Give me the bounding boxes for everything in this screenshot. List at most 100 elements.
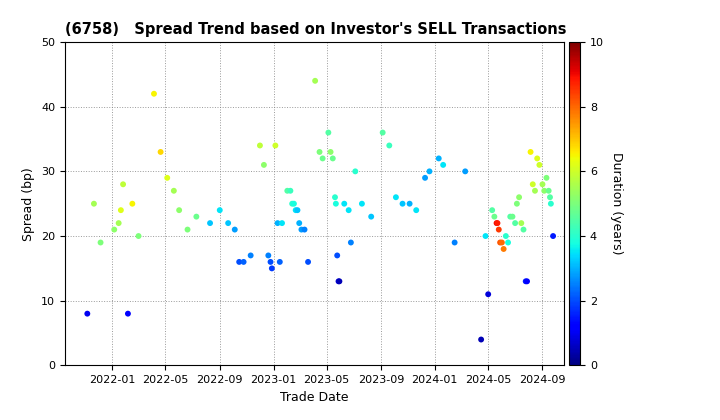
Point	[529, 187, 541, 194]
Point	[310, 77, 321, 84]
Point	[214, 207, 225, 213]
Point	[525, 149, 536, 155]
Point	[122, 310, 134, 317]
Point	[282, 187, 293, 194]
Point	[258, 162, 270, 168]
Point	[290, 207, 302, 213]
Point	[437, 162, 449, 168]
Point	[410, 207, 422, 213]
Point	[263, 252, 274, 259]
Point	[274, 259, 286, 265]
Point	[229, 226, 240, 233]
Y-axis label: Duration (years): Duration (years)	[611, 152, 624, 255]
Point	[489, 213, 500, 220]
Point	[459, 168, 471, 175]
Point	[294, 220, 305, 226]
Point	[491, 220, 503, 226]
Point	[287, 200, 298, 207]
Point	[518, 226, 529, 233]
Point	[266, 265, 278, 272]
Point	[397, 200, 408, 207]
Point	[299, 226, 310, 233]
Point	[505, 213, 516, 220]
Point	[132, 233, 144, 239]
Point	[507, 213, 518, 220]
Point	[520, 278, 531, 285]
Point	[366, 213, 377, 220]
Point	[390, 194, 402, 201]
Point	[317, 155, 328, 162]
Y-axis label: Spread (bp): Spread (bp)	[22, 167, 35, 241]
Point	[88, 200, 99, 207]
Point	[276, 220, 288, 226]
Point	[482, 291, 494, 298]
Text: (6758)   Spread Trend based on Investor's SELL Transactions: (6758) Spread Trend based on Investor's …	[65, 22, 567, 37]
Point	[419, 174, 431, 181]
Point	[296, 226, 307, 233]
Point	[349, 168, 361, 175]
Point	[545, 200, 557, 207]
Point	[95, 239, 107, 246]
Point	[536, 181, 548, 188]
Point	[333, 278, 345, 285]
Point	[377, 129, 388, 136]
Point	[331, 252, 343, 259]
Point	[174, 207, 185, 213]
Point	[333, 278, 344, 285]
Point	[449, 239, 460, 246]
Point	[513, 194, 525, 201]
Point	[480, 233, 491, 239]
Point	[254, 142, 266, 149]
Point	[531, 155, 543, 162]
Point	[238, 259, 249, 265]
Point	[433, 155, 444, 162]
Point	[544, 194, 556, 201]
Point	[302, 259, 314, 265]
Point	[327, 155, 338, 162]
Point	[345, 239, 356, 246]
Point	[284, 187, 296, 194]
Point	[329, 194, 341, 201]
Point	[233, 259, 245, 265]
Point	[500, 233, 512, 239]
Point	[155, 149, 166, 155]
Point	[113, 220, 125, 226]
Point	[330, 200, 341, 207]
Point	[534, 162, 545, 168]
Point	[222, 220, 234, 226]
Point	[288, 200, 300, 207]
Point	[117, 181, 129, 188]
Point	[338, 200, 350, 207]
Point	[496, 239, 508, 246]
Point	[204, 220, 216, 226]
Point	[404, 200, 415, 207]
Point	[127, 200, 138, 207]
Point	[314, 149, 325, 155]
Point	[148, 90, 160, 97]
Point	[521, 278, 533, 285]
Point	[343, 207, 354, 213]
Point	[527, 181, 539, 188]
Point	[323, 129, 334, 136]
Point	[541, 174, 552, 181]
Point	[265, 259, 276, 265]
Point	[191, 213, 202, 220]
Point	[487, 207, 498, 213]
Point	[292, 207, 303, 213]
Point	[511, 200, 523, 207]
Point	[547, 233, 559, 239]
Point	[423, 168, 435, 175]
Point	[492, 220, 503, 226]
Point	[475, 336, 487, 343]
Point	[168, 187, 179, 194]
Point	[161, 174, 173, 181]
Point	[509, 220, 521, 226]
Point	[109, 226, 120, 233]
Point	[272, 220, 284, 226]
Point	[495, 239, 506, 246]
Point	[115, 207, 127, 213]
Point	[543, 187, 554, 194]
Point	[245, 252, 256, 259]
Point	[269, 142, 281, 149]
Point	[356, 200, 368, 207]
